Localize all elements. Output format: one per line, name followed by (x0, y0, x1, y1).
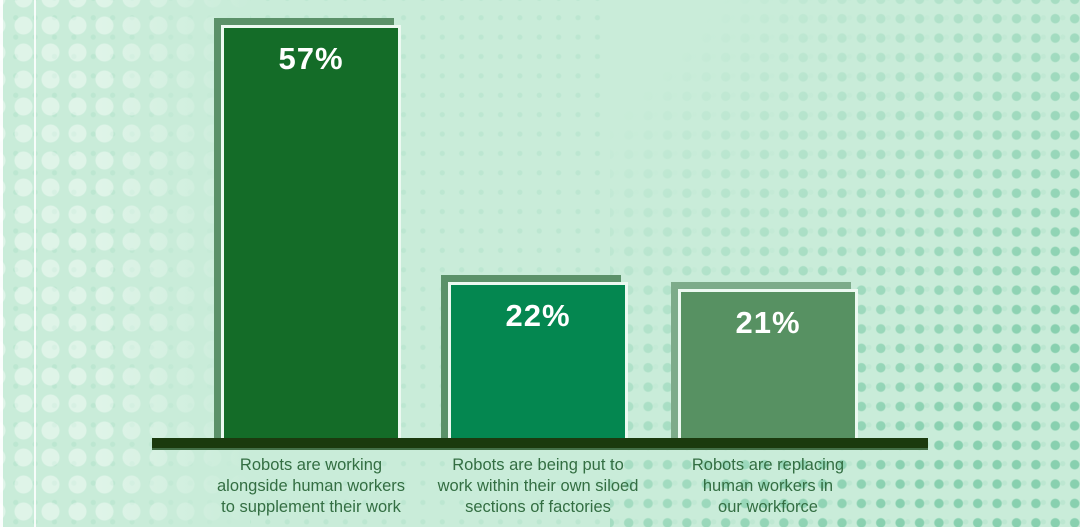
bar-57-percent: 57% (221, 25, 401, 443)
left-edge-line (0, 0, 3, 527)
bar-value-label: 57% (278, 41, 344, 76)
category-label-replacing: Robots are replacing human workers in ou… (691, 456, 845, 516)
bar-value-label: 22% (505, 298, 571, 333)
bar-22-percent: 22% (448, 282, 628, 443)
category-label-supplement: Robots are working alongside human worke… (216, 456, 406, 516)
bar-value-label: 21% (735, 305, 801, 340)
chart-baseline (152, 438, 928, 450)
category-label-siloed: Robots are being put to work within thei… (437, 456, 639, 516)
bar-21-percent: 21% (678, 289, 858, 443)
left-divider-line (34, 0, 36, 527)
